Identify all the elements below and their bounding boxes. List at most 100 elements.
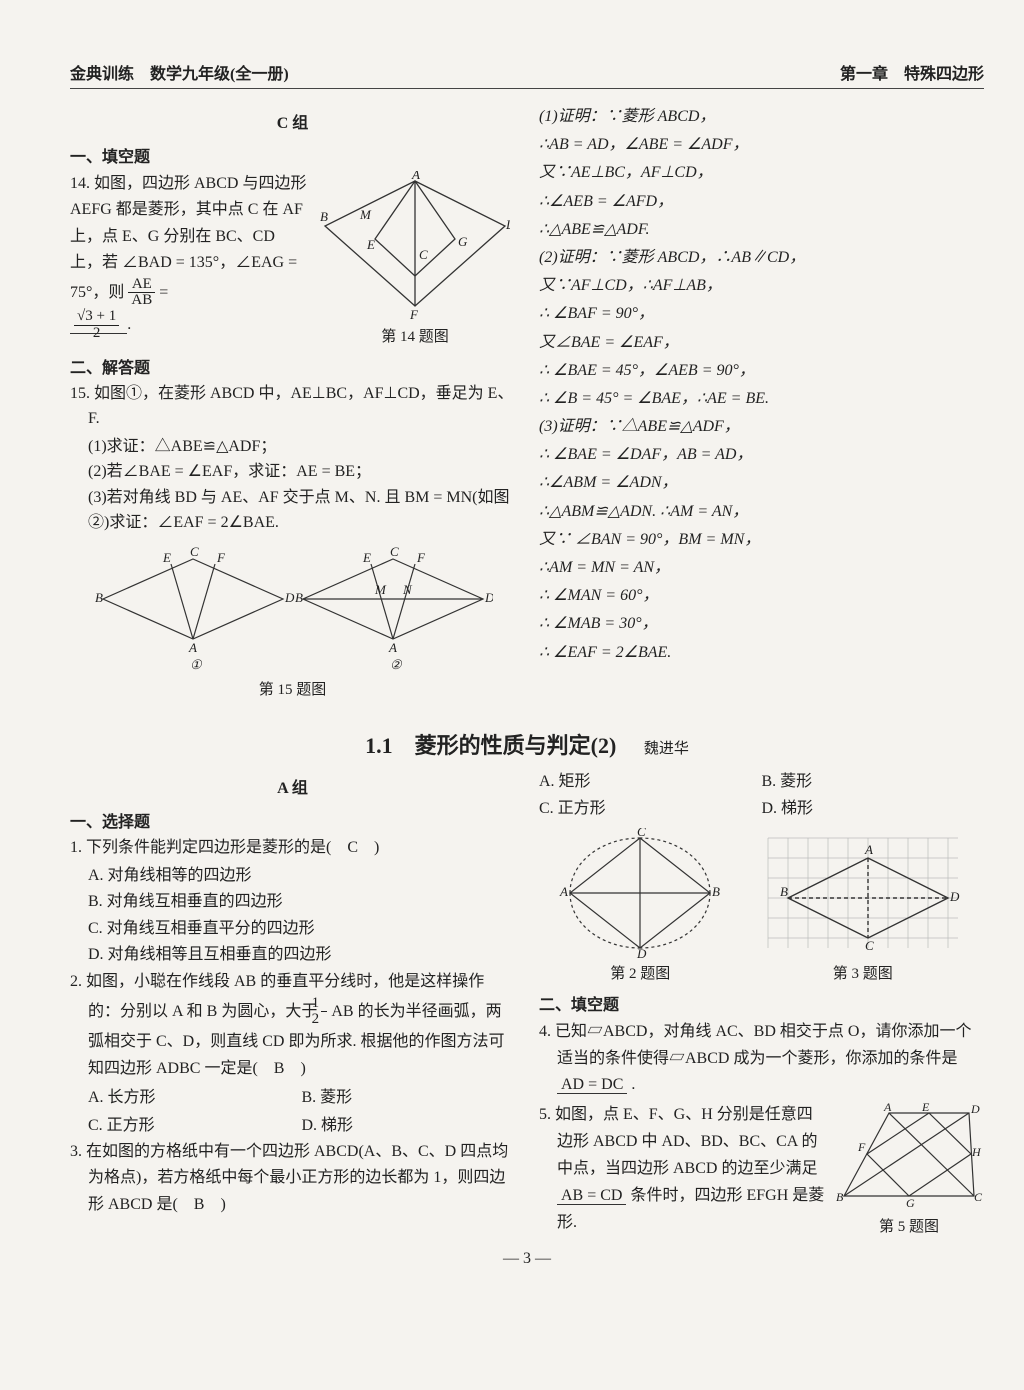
section-1-1-title: 1.1 菱形的性质与判定(2)	[365, 733, 616, 758]
q14-caption: 第 14 题图	[315, 325, 515, 346]
svg-text:G: G	[458, 234, 468, 249]
pf-l3: 又∵AE⊥BC，AF⊥CD，	[539, 159, 984, 186]
svg-text:C: C	[974, 1190, 983, 1204]
q2-d: D. 梯形	[302, 1112, 516, 1139]
fig2: CA BD 第 2 题图	[555, 828, 725, 983]
fill-heading-2: 二、填空题	[539, 991, 984, 1015]
fig3-cap: 第 3 题图	[758, 962, 968, 983]
pf-l5: ∴△ABE≌△ADF.	[539, 216, 984, 243]
fig3: AB DC 第 3 题图	[758, 828, 968, 983]
svg-text:A: A	[559, 884, 568, 899]
svg-text:D: D	[284, 590, 295, 605]
svg-text:M: M	[374, 582, 387, 597]
q5: AD BC EF GH 第 5 题图 5. 如图，点 E、F、G、H 分别是任意…	[539, 1101, 984, 1239]
svg-text:C: C	[190, 544, 199, 559]
pf-l7: 又∵AF⊥CD，∴AF⊥AB，	[539, 272, 984, 299]
q3-b: B. 菱形	[762, 768, 985, 795]
page-number: — 3 —	[70, 1250, 984, 1268]
svg-text:C: C	[865, 938, 874, 953]
q5-caption: 第 5 题图	[834, 1215, 984, 1236]
svg-text:D: D	[970, 1102, 980, 1116]
q4-stem: 4. 已知▱ABCD，对角线 AC、BD 相交于点 O，请你添加一个适当的条件使…	[539, 1023, 971, 1066]
q3-a: A. 矩形	[539, 768, 762, 795]
q1-b: B. 对角线互相垂直的四边形	[88, 889, 515, 915]
pf-l16: 又∵ ∠BAN = 90°，BM = MN，	[539, 526, 984, 553]
q4-period: .	[631, 1076, 635, 1093]
upper-block: C 组 一、填空题 A B D	[70, 103, 984, 706]
q15-p3: (3)若对角线 BD 与 AE、AF 交于点 M、N. 且 BM = MN(如图…	[88, 485, 515, 536]
q4: 4. 已知▱ABCD，对角线 AC、BD 相交于点 O，请你添加一个适当的条件使…	[539, 1019, 984, 1098]
svg-text:B: B	[712, 884, 720, 899]
q2-a: A. 长方形	[88, 1084, 302, 1111]
pf-l19: ∴ ∠MAB = 30°，	[539, 610, 984, 637]
lower-block: A 组 一、选择题 1. 下列条件能判定四边形是菱形的是( C ) A. 对角线…	[70, 768, 984, 1238]
svg-text:B: B	[295, 590, 303, 605]
q5-figure: AD BC EF GH 第 5 题图	[834, 1101, 984, 1236]
section-1-1: 1.1 菱形的性质与判定(2) 魏进华	[70, 728, 984, 760]
q2-half-num: 1	[321, 996, 327, 1013]
svg-text:A: A	[883, 1101, 892, 1114]
svg-text:E: E	[162, 550, 171, 565]
svg-text:B: B	[95, 590, 103, 605]
pf-l6: (2)证明：∵菱形 ABCD，∴AB∥CD，	[539, 244, 984, 271]
q15-stem: 15. 如图①，在菱形 ABCD 中，AE⊥BC，AF⊥CD，垂足为 E、F.	[70, 382, 515, 432]
svg-text:H: H	[971, 1145, 982, 1159]
svg-text:C: C	[419, 247, 428, 262]
q14-stem: 14. 如图，四边形 ABCD 与四边形 AEFG 都是菱形，其中点 C 在 A…	[70, 175, 306, 300]
svg-text:F: F	[857, 1140, 866, 1154]
svg-text:E: E	[921, 1101, 930, 1114]
pf-l8: ∴ ∠BAF = 90°，	[539, 300, 984, 327]
q14-figure: A B D M E G C F 第 14 题图	[315, 171, 515, 346]
pf-l10: ∴ ∠BAE = 45°，∠AEB = 90°，	[539, 357, 984, 384]
q2-b: B. 菱形	[302, 1084, 516, 1111]
svg-text:A: A	[388, 640, 397, 655]
q15-caption: 第 15 题图	[70, 678, 515, 702]
q15-p1: (1)求证：△ABE≌△ADF；	[88, 434, 515, 460]
pf-l15: ∴△ABM≌△ADN. ∴AM = AN，	[539, 498, 984, 525]
pf-l1: (1)证明：∵菱形 ABCD，	[539, 103, 984, 130]
lower-right-col: A. 矩形 B. 菱形 C. 正方形 D. 梯形	[539, 768, 984, 1238]
pf-l18: ∴ ∠MAN = 60°，	[539, 582, 984, 609]
q14-eq: =	[159, 283, 168, 300]
sec-fill-heading: 一、填空题	[70, 143, 515, 167]
header-right: 第一章 特殊四边形	[840, 60, 984, 84]
q2-half-den: 2	[321, 1012, 327, 1028]
fig2-cap: 第 2 题图	[555, 962, 725, 983]
q14-ans-num: √3 + 1	[74, 309, 119, 326]
svg-text:F: F	[416, 550, 426, 565]
pf-l4: ∴∠AEB = ∠AFD，	[539, 188, 984, 215]
q2-c: C. 正方形	[88, 1112, 302, 1139]
svg-text:F: F	[409, 307, 419, 321]
svg-text:C: C	[637, 828, 646, 839]
svg-text:A: A	[411, 171, 420, 182]
lower-left-col: A 组 一、选择题 1. 下列条件能判定四边形是菱形的是( C ) A. 对角线…	[70, 768, 515, 1238]
figures-2-3: CA BD 第 2 题图	[539, 828, 984, 983]
q2: 2. 如图，小聪在作线段 AB 的垂直平分线时，他是这样操作的：分别以 A 和 …	[70, 968, 515, 1082]
pf-l2: ∴AB = AD，∠ABE = ∠ADF，	[539, 131, 984, 158]
frac-ae: AE	[128, 277, 155, 294]
svg-text:①: ①	[190, 657, 203, 672]
q14-period: .	[127, 316, 131, 333]
q4-ans: AD = DC	[557, 1076, 627, 1094]
q15: 15. 如图①，在菱形 ABCD 中，AE⊥BC，AF⊥CD，垂足为 E、F. …	[70, 382, 515, 702]
sec-solve-heading: 二、解答题	[70, 354, 515, 378]
group-c-title: C 组	[70, 109, 515, 133]
upper-left-col: C 组 一、填空题 A B D	[70, 103, 515, 706]
svg-text:A: A	[864, 842, 873, 857]
pf-l13: ∴ ∠BAE = ∠DAF，AB = AD，	[539, 441, 984, 468]
q3-c: C. 正方形	[539, 795, 762, 822]
group-a-title: A 组	[70, 774, 515, 798]
upper-right-col: (1)证明：∵菱形 ABCD， ∴AB = AD，∠ABE = ∠ADF， 又∵…	[539, 103, 984, 706]
q14: A B D M E G C F 第 14 题图 14. 如图，四边形 ABCD …	[70, 171, 515, 346]
section-author: 魏进华	[644, 741, 689, 757]
svg-text:M: M	[359, 207, 372, 222]
q14-ans-den: 2	[74, 326, 119, 342]
q1-c: C. 对角线互相垂直平分的四边形	[88, 916, 515, 942]
pf-l17: ∴AM = MN = AN，	[539, 554, 984, 581]
pf-l9: 又∠BAE = ∠EAF，	[539, 329, 984, 356]
svg-text:②: ②	[390, 657, 403, 672]
pf-l11: ∴ ∠B = 45° = ∠BAE，∴AE = BE.	[539, 385, 984, 412]
svg-text:B: B	[320, 209, 328, 224]
svg-text:D: D	[484, 590, 493, 605]
mc-heading: 一、选择题	[70, 808, 515, 832]
